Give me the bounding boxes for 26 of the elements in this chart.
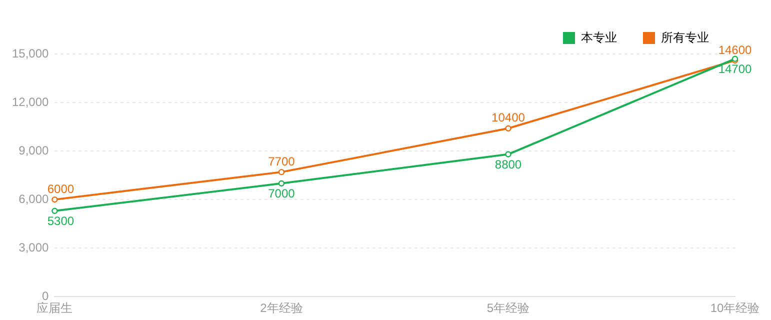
y-tick-label: 12,000 bbox=[12, 94, 50, 109]
data-label: 8800 bbox=[494, 158, 522, 172]
y-tick-label: 15,000 bbox=[12, 46, 50, 60]
point bbox=[278, 168, 285, 176]
x-tick-label: 5年经验 bbox=[486, 301, 530, 316]
point bbox=[505, 151, 512, 158]
point bbox=[52, 196, 58, 203]
point bbox=[505, 125, 512, 132]
data-label: 10400 bbox=[492, 110, 526, 125]
y-tick-label: 0 bbox=[42, 288, 50, 303]
data-label: 7000 bbox=[268, 186, 296, 201]
y-tick-label: 6,000 bbox=[18, 192, 50, 206]
y-tick-label: 3,000 bbox=[18, 240, 50, 254]
y-tick-label: 9,000 bbox=[18, 143, 50, 158]
data-label: 14600 bbox=[718, 42, 752, 57]
legend-label: 本专业 bbox=[581, 30, 617, 44]
x-tick-label: 2年经验 bbox=[260, 301, 303, 316]
point bbox=[278, 180, 285, 186]
data-label: 7700 bbox=[268, 154, 296, 168]
data-label: 6000 bbox=[47, 182, 74, 196]
data-label: 14700 bbox=[718, 62, 752, 76]
x-tick-label: 10年经验 bbox=[710, 301, 760, 316]
point bbox=[52, 208, 58, 214]
legend-label: 所有专业 bbox=[661, 30, 709, 44]
x-tick-label: 应届生 bbox=[36, 301, 73, 316]
data-label: 5300 bbox=[47, 214, 74, 228]
